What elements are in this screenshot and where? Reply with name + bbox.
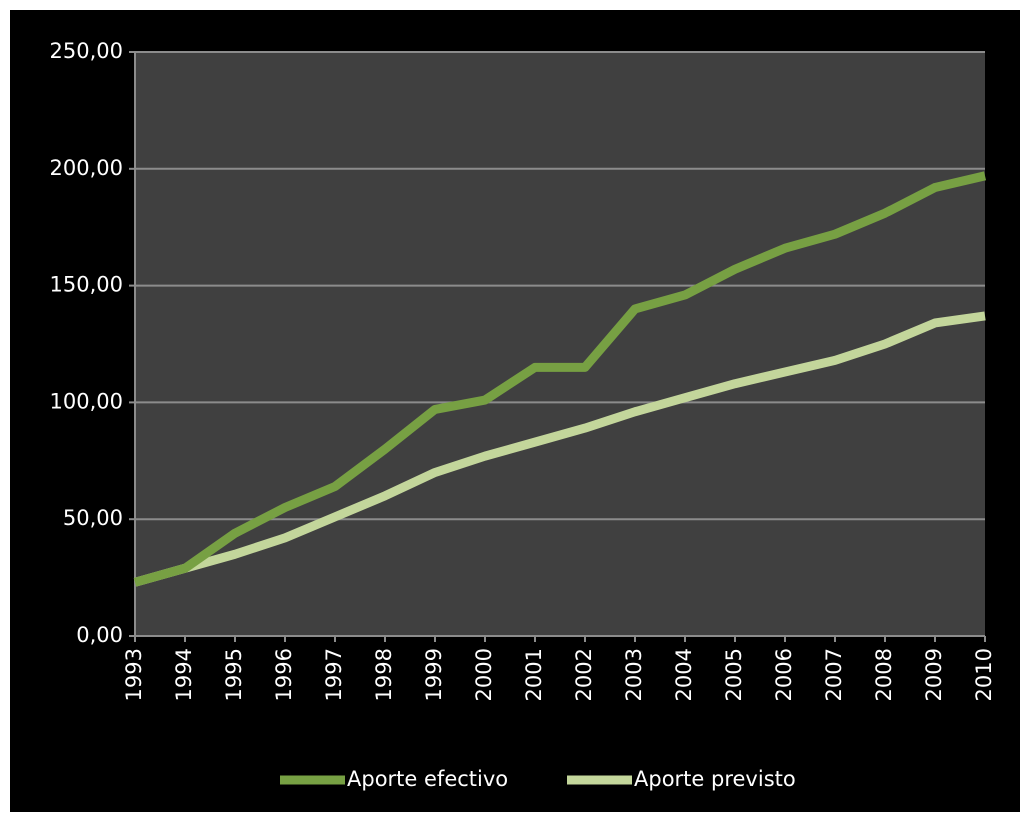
- x-tick-label: 2002: [572, 648, 596, 701]
- y-tick-label: 50,00: [63, 506, 123, 530]
- legend-label: Aporte previsto: [634, 767, 796, 791]
- x-tick-label: 2003: [622, 648, 646, 701]
- x-tick-label: 1995: [222, 648, 246, 701]
- x-tick-label: 1997: [322, 648, 346, 701]
- x-tick-label: 2010: [972, 648, 996, 701]
- series-line: [133, 171, 987, 587]
- x-tick-label: 2008: [872, 648, 896, 701]
- x-tick-label: 2004: [672, 648, 696, 701]
- y-tick-label: 150,00: [50, 273, 123, 297]
- x-tick-label: 2009: [922, 648, 946, 701]
- x-tick-label: 2005: [722, 648, 746, 701]
- series-line: [133, 311, 986, 587]
- x-tick-label: 1994: [172, 648, 196, 701]
- x-tick-label: 2001: [522, 648, 546, 701]
- y-tick-label: 200,00: [50, 156, 123, 180]
- x-tick-label: 1999: [422, 648, 446, 701]
- x-tick-label: 2007: [822, 648, 846, 701]
- x-tick-label: 2000: [472, 648, 496, 701]
- y-tick-label: 250,00: [50, 39, 123, 63]
- y-tick-label: 0,00: [76, 623, 123, 647]
- x-tick-label: 1998: [372, 648, 396, 701]
- x-tick-label: 2006: [772, 648, 796, 701]
- x-tick-label: 1993: [122, 648, 146, 701]
- legend-label: Aporte efectivo: [347, 767, 508, 791]
- x-tick-label: 1996: [272, 648, 296, 701]
- y-tick-label: 100,00: [50, 389, 123, 413]
